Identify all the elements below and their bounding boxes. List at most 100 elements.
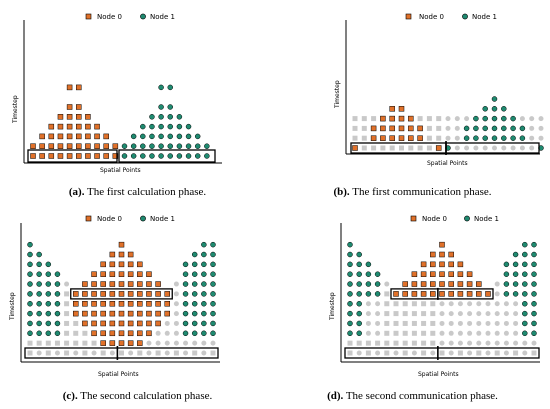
node1-marker xyxy=(510,135,516,141)
inactive-marker xyxy=(210,350,216,356)
node1-marker xyxy=(503,271,510,277)
inactive-marker xyxy=(448,350,454,356)
node1-marker xyxy=(158,153,164,159)
inactive-marker xyxy=(467,311,473,317)
node0-marker xyxy=(417,125,423,132)
node0-marker xyxy=(91,271,97,277)
inactive-marker xyxy=(380,145,386,151)
inactive-marker xyxy=(494,311,500,317)
node1-marker xyxy=(45,330,52,337)
node0-marker xyxy=(85,114,91,120)
node0-marker xyxy=(82,281,88,287)
inactive-marker xyxy=(454,135,460,141)
inactive-marker xyxy=(421,311,427,317)
node1-marker xyxy=(501,106,507,112)
inactive-marker xyxy=(173,301,179,307)
inactive-marker xyxy=(183,350,189,356)
node1-marker xyxy=(512,261,519,268)
node1-marker xyxy=(194,143,201,149)
inactive-marker xyxy=(513,330,519,336)
node1-marker xyxy=(191,330,198,337)
inactive-marker xyxy=(361,145,367,151)
node0-marker xyxy=(57,143,64,149)
node0-marker xyxy=(94,133,100,140)
node0-marker xyxy=(73,291,79,297)
node1-marker xyxy=(201,241,207,248)
node1-marker xyxy=(194,133,201,140)
node0-marker xyxy=(411,271,418,277)
node1-marker xyxy=(121,153,128,159)
legend-node0-label: Node 0 xyxy=(97,13,122,21)
inactive-marker xyxy=(436,135,442,141)
node0-marker xyxy=(398,115,405,122)
y-axis-label: Timestep xyxy=(334,80,341,109)
node0-marker xyxy=(76,123,82,130)
node0-marker xyxy=(439,281,445,287)
node0-marker xyxy=(137,261,143,268)
inactive-marker xyxy=(457,330,463,336)
node1-marker xyxy=(182,320,189,327)
node0-marker xyxy=(370,125,377,132)
node1-marker xyxy=(491,115,498,122)
node0-marker xyxy=(146,330,152,337)
inactive-marker xyxy=(64,330,70,336)
node1-marker xyxy=(27,261,33,268)
inactive-marker xyxy=(476,320,482,326)
node0-marker xyxy=(100,291,106,297)
inactive-marker xyxy=(82,330,88,336)
node0-marker xyxy=(155,291,161,297)
node0-marker xyxy=(118,241,125,248)
inactive-marker xyxy=(529,135,535,141)
node1-marker xyxy=(510,115,516,122)
node1-marker xyxy=(356,281,362,287)
legend-node1-marker xyxy=(462,13,468,20)
node1-marker xyxy=(27,271,33,277)
node1-marker xyxy=(36,320,42,327)
node0-marker xyxy=(127,340,134,346)
node0-marker xyxy=(137,330,143,337)
node0-marker xyxy=(66,84,73,91)
node0-marker xyxy=(76,133,82,140)
inactive-marker xyxy=(365,311,371,317)
x-axis-label: Spatial Points xyxy=(98,371,139,378)
node0-marker xyxy=(435,145,442,151)
inactive-marker xyxy=(538,135,544,141)
node1-marker xyxy=(149,114,155,120)
node0-marker xyxy=(39,133,45,140)
node1-marker xyxy=(176,153,183,159)
node0-marker xyxy=(137,301,143,307)
inactive-marker xyxy=(439,311,445,317)
inactive-marker xyxy=(183,340,189,346)
node0-marker xyxy=(82,310,88,317)
node0-marker xyxy=(48,123,55,130)
node1-marker xyxy=(204,143,210,149)
node1-marker xyxy=(210,281,216,287)
node0-marker xyxy=(73,310,79,317)
node0-marker xyxy=(398,135,405,141)
node1-marker xyxy=(356,291,362,297)
node1-marker xyxy=(347,291,353,297)
inactive-marker xyxy=(476,330,482,336)
inactive-marker xyxy=(485,340,491,346)
node0-marker xyxy=(370,135,377,141)
inactive-marker xyxy=(494,350,500,356)
inactive-marker xyxy=(192,350,198,356)
node1-marker xyxy=(473,135,479,141)
node1-marker xyxy=(149,143,155,149)
node1-marker xyxy=(182,291,189,297)
node1-marker xyxy=(347,330,353,337)
node1-marker xyxy=(482,115,488,122)
inactive-marker xyxy=(439,301,445,307)
node1-marker xyxy=(185,133,192,140)
node0-marker xyxy=(76,84,82,91)
node1-marker xyxy=(365,261,372,268)
node0-marker xyxy=(146,271,152,277)
inactive-marker xyxy=(45,340,51,346)
node0-marker xyxy=(109,330,116,337)
inactive-marker xyxy=(421,350,427,356)
node1-marker xyxy=(512,251,519,258)
inactive-marker xyxy=(155,330,161,336)
inactive-marker xyxy=(421,330,427,336)
inactive-marker xyxy=(454,116,460,122)
node1-marker xyxy=(503,261,510,268)
